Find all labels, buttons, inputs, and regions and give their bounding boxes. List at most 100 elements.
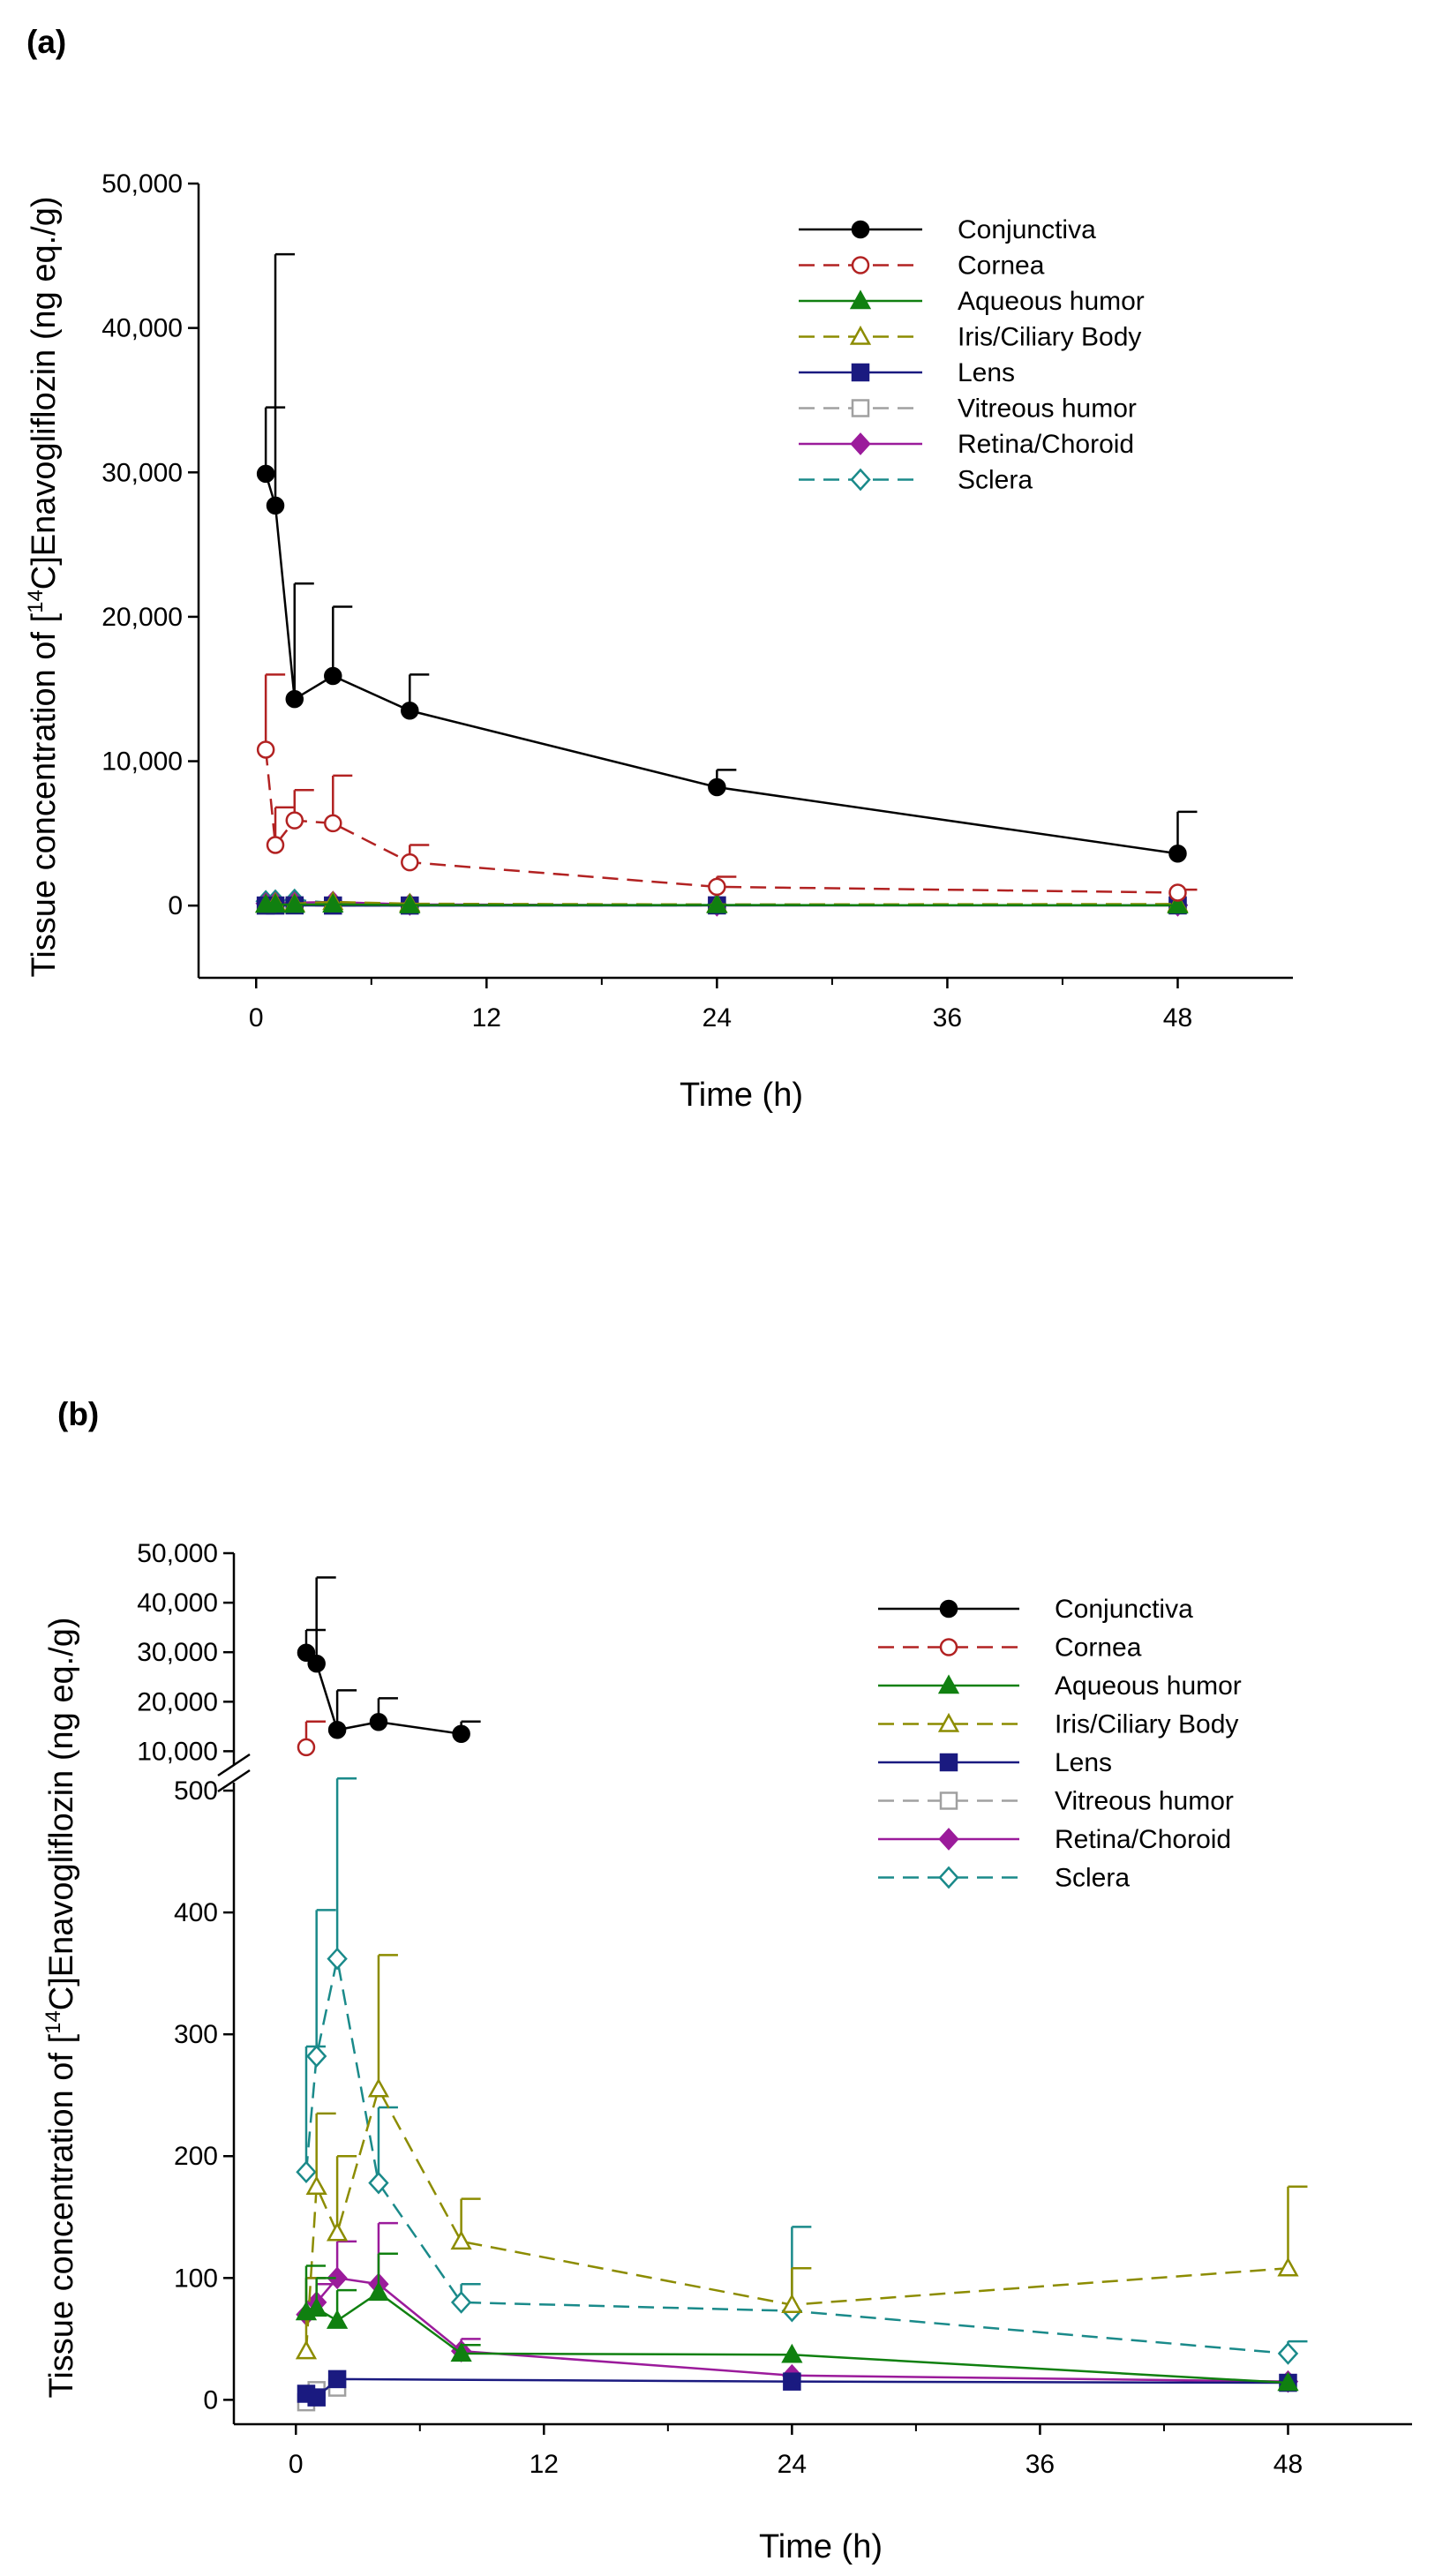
panel-b-y-tick-label-upper-2: 30,000 — [137, 1638, 218, 1667]
panel-a-legend-label-retina-choroid: Retina/Choroid — [958, 430, 1134, 459]
panel-b-legend-marker-sclera — [938, 1866, 959, 1889]
panel-b-point-aqueous-humor-1 — [305, 2297, 327, 2317]
panel-b-legend-marker-vitreous-humor — [939, 1791, 958, 1810]
panel-a-point-conjunctiva-0 — [256, 464, 275, 484]
panel-a-point-conjunctiva-6 — [1168, 845, 1187, 863]
panel-a-point-cornea-2 — [285, 811, 304, 830]
panel-b-point-sclera-2 — [327, 1947, 348, 1971]
panel-b-y-tick-label-upper-0: 10,000 — [137, 1737, 218, 1766]
panel-a-x-axis-title: Time (h) — [680, 1077, 803, 1114]
panel-b-y-tick-label-lower-0: 0 — [203, 2385, 218, 2415]
panel-a-point-cornea-3 — [324, 814, 342, 833]
panel-b-axis-break-mark-2 — [217, 1769, 251, 1793]
panel-b-point-iris-ciliary-body-6 — [1277, 2257, 1299, 2277]
panel-b-legend-label-lens: Lens — [1055, 1748, 1112, 1777]
panel-a-point-conjunctiva-1 — [266, 496, 285, 515]
panel-b-axis-break-mark-1 — [217, 1753, 251, 1777]
panel-b-x-tick-label-4: 48 — [1273, 2450, 1303, 2479]
panel-a-y-tick-label-0: 0 — [168, 891, 183, 920]
panel-b-point-iris-ciliary-body-3 — [367, 2077, 390, 2098]
panel-b-y-tick-label-lower-2: 200 — [174, 2142, 218, 2171]
panel-b-point-sclera-4 — [450, 2291, 472, 2314]
panel-a-y-title-sup: 14 — [24, 590, 48, 613]
panel-b-point-conjunctiva-2 — [327, 1721, 347, 1739]
panel-a-point-aqueous-humor-1 — [264, 893, 287, 913]
panel-a-point-cornea-0 — [256, 740, 275, 759]
panel-b-y-tick-label-lower-1: 100 — [174, 2264, 218, 2293]
panel-a-point-aqueous-humor-3 — [322, 893, 344, 913]
panel-a-y-tick-label-5: 50,000 — [101, 169, 183, 199]
panel-b-y-tick-label-upper-4: 50,000 — [137, 1539, 218, 1568]
panel-a-y-tick-label-3: 30,000 — [101, 458, 183, 487]
panel-b-x-tick-label-2: 24 — [778, 2450, 807, 2479]
panel-a-series-line-cornea — [264, 749, 1178, 894]
panel-b-y-tick-label-upper-3: 40,000 — [137, 1588, 218, 1618]
panel-b-point-lens-2 — [327, 2369, 347, 2389]
panel-a-y-title-post: C]Enavogliflozin (ng eq./g) — [26, 197, 63, 590]
panel-b-label: (b) — [57, 1396, 99, 1432]
panel-b-legend-label-vitreous-humor: Vitreous humor — [1055, 1787, 1234, 1816]
panel-a-legend-label-iris-ciliary-body: Iris/Ciliary Body — [958, 323, 1141, 352]
panel-a-legend-marker-conjunctiva — [851, 220, 870, 239]
panel-b-y-title-pre: Tissue concentration of [ — [43, 2033, 80, 2398]
panel-a-point-aqueous-humor-4 — [399, 894, 421, 913]
panel-b-point-iris-ciliary-body-2 — [326, 2221, 349, 2242]
panel-a-legend-marker-aqueous-humor — [849, 289, 872, 310]
panel-a-point-cornea-5 — [708, 877, 726, 897]
panel-b-y-tick-label-lower-3: 300 — [174, 2020, 218, 2049]
panel-b-legend-marker-aqueous-humor — [937, 1674, 960, 1694]
panel-b-chart: (b) Time (h) Tissue concentration of [14… — [41, 1396, 1412, 2565]
panel-b-legend-marker-iris-ciliary-body — [937, 1712, 960, 1732]
panel-b-legend-label-cornea: Cornea — [1055, 1633, 1142, 1663]
panel-a-point-aqueous-humor-5 — [706, 893, 728, 913]
panel-b-point-conjunctiva-4 — [452, 1724, 470, 1744]
panel-b-point-aqueous-humor-6 — [1277, 2371, 1299, 2392]
panel-b-point-sclera-3 — [368, 2171, 389, 2195]
panel-a-x-tick-label-1: 12 — [472, 1003, 501, 1033]
panel-b-y-axis-title: Tissue concentration of [14C]Enavogliflo… — [41, 1618, 80, 2399]
panel-a-series-line-conjunctiva — [264, 473, 1178, 855]
panel-b-y-tick-label-lower-4: 400 — [174, 1898, 218, 1927]
panel-b-x-tick-label-1: 12 — [530, 2450, 559, 2479]
panel-b-y-tick-label-lower-5: 500 — [174, 1776, 218, 1806]
panel-a-legend-marker-vitreous-humor — [851, 399, 870, 417]
panel-a-label: (a) — [26, 24, 66, 60]
panel-b-legend-label-aqueous-humor: Aqueous humor — [1055, 1671, 1242, 1701]
panel-b-legend-marker-lens — [939, 1753, 958, 1772]
panel-b-point-sclera-1 — [305, 2045, 327, 2068]
panel-a-legend-marker-sclera — [850, 468, 871, 492]
panel-a-legend-label-aqueous-humor: Aqueous humor — [958, 287, 1145, 316]
panel-b-y-title-sup: 14 — [41, 2010, 65, 2034]
panel-a-y-axis-title: Tissue concentration of [14C]Enavogliflo… — [24, 197, 63, 978]
panel-b-legend-label-retina-choroid: Retina/Choroid — [1055, 1825, 1231, 1854]
panel-b-legend-marker-conjunctiva — [939, 1599, 958, 1618]
panel-a-point-conjunctiva-2 — [285, 689, 304, 709]
panel-b-point-lens-3 — [783, 2372, 801, 2391]
panel-a-legend-label-conjunctiva: Conjunctiva — [958, 215, 1096, 244]
panel-b-legend-label-iris-ciliary-body: Iris/Ciliary Body — [1055, 1710, 1238, 1739]
panel-b-point-cornea-0 — [297, 1738, 316, 1757]
panel-a-legend-label-lens: Lens — [958, 358, 1015, 387]
panel-a-point-cornea-1 — [266, 836, 285, 854]
panel-b-point-sclera-0 — [296, 2160, 317, 2184]
panel-a-point-conjunctiva-4 — [401, 702, 419, 720]
panel-a-y-tick-label-2: 20,000 — [101, 603, 183, 632]
panel-a-x-tick-label-0: 0 — [249, 1003, 264, 1033]
panel-a-legend-marker-lens — [851, 363, 870, 382]
panel-b-legend-marker-cornea — [939, 1638, 958, 1656]
panel-b-point-conjunctiva-1 — [307, 1654, 326, 1673]
panel-a-point-conjunctiva-3 — [324, 666, 342, 686]
panel-a-x-tick-label-3: 36 — [933, 1003, 962, 1033]
panel-b-point-sclera-6 — [1277, 2342, 1299, 2365]
panel-b-point-iris-ciliary-body-5 — [781, 2294, 803, 2313]
panel-b-legend-label-sclera: Sclera — [1055, 1864, 1130, 1893]
panel-a-legend-marker-cornea — [851, 256, 870, 274]
panel-a-legend-marker-retina-choroid — [850, 432, 871, 455]
panel-b-point-lens-1 — [307, 2388, 326, 2407]
panel-a-legend-label-sclera: Sclera — [958, 466, 1033, 495]
panel-b-point-iris-ciliary-body-4 — [450, 2230, 472, 2250]
panel-a-legend-label-vitreous-humor: Vitreous humor — [958, 394, 1137, 424]
panel-b-point-conjunctiva-0 — [297, 1643, 316, 1663]
panel-b-point-iris-ciliary-body-1 — [305, 2175, 327, 2196]
